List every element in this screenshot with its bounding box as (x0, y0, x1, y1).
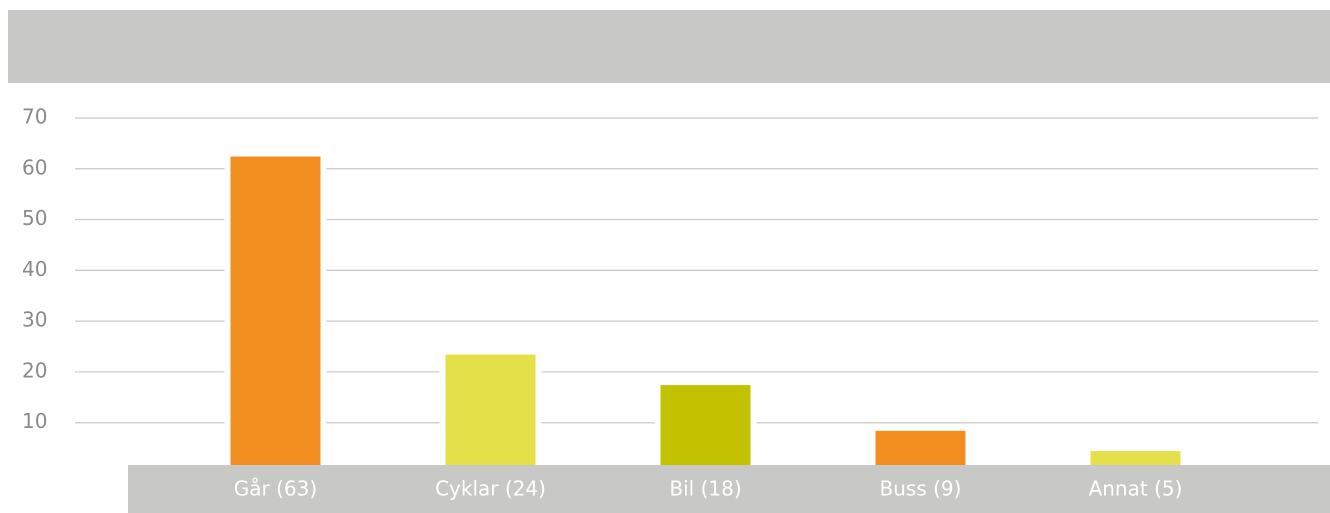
labels: Går (63) Cyklar (24) Bil (18) Buss (9) Annat… (234, 477, 1183, 501)
bar (654, 379, 757, 477)
x-tick-label: Går (63) (234, 477, 317, 501)
y-tick-label: 50 (22, 206, 47, 230)
bar (439, 348, 542, 477)
x-tick-label: Bil (18) (669, 477, 741, 501)
x-tick-label: Buss (9) (880, 477, 962, 501)
y-tick-label: 30 (22, 308, 47, 332)
bars (224, 150, 1187, 477)
axis-band (128, 465, 1330, 513)
y-tick-label: 60 (22, 155, 47, 179)
y-tick-label: 40 (22, 257, 47, 281)
x-tick-label: Annat (5) (1089, 477, 1183, 501)
x-tick-label: Cyklar (24) (435, 477, 546, 501)
bar (224, 150, 327, 477)
y-tick-label: 20 (22, 358, 47, 382)
y-tick-label: 70 (22, 105, 47, 129)
header-band (8, 10, 1330, 83)
y-tick-label: 10 (22, 409, 47, 433)
